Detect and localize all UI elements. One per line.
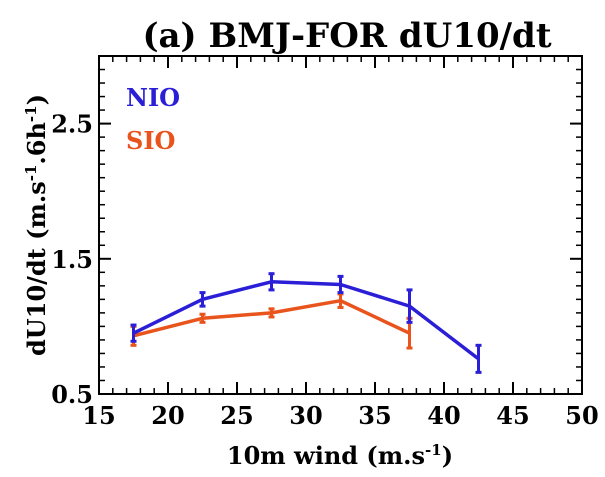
y-tick-label: 2.5 <box>51 110 93 139</box>
x-tick-label: 20 <box>151 401 184 430</box>
x-tick-label: 40 <box>427 401 460 430</box>
plot-frame <box>98 55 583 395</box>
y-axis-label-sup2: -1 <box>22 105 40 122</box>
legend-entry-nio: NIO <box>126 83 180 112</box>
legend: NIO SIO <box>126 83 180 155</box>
x-tick-label: 50 <box>565 401 598 430</box>
y-axis-label-mid: .6h <box>22 122 51 165</box>
x-tick-label: 35 <box>358 401 391 430</box>
legend-entry-sio: SIO <box>126 126 175 155</box>
x-tick-label: 25 <box>220 401 253 430</box>
x-axis-label-end: ) <box>442 441 453 470</box>
y-axis-label-sup1: -1 <box>22 165 40 182</box>
x-tick-label: 15 <box>82 401 115 430</box>
y-axis-label-main: dU10/dt (m.s <box>22 181 51 356</box>
y-axis-label: dU10/dt (m.s-1.6h-1) <box>22 94 51 356</box>
chart-title: (a) BMJ-FOR dU10/dt <box>142 16 551 56</box>
series-line-nio <box>132 280 480 361</box>
x-axis-label: 10m wind (m.s-1) <box>227 441 453 470</box>
x-axis-ticks: 15 20 25 30 35 40 45 50 <box>82 56 599 430</box>
x-tick-label: 30 <box>289 401 322 430</box>
y-axis-ticks: 0.5 1.5 2.5 <box>51 55 582 409</box>
y-tick-label: 0.5 <box>51 380 93 409</box>
x-axis-label-main: 10m wind (m.s <box>227 441 425 470</box>
y-axis-label-end: ) <box>22 94 51 105</box>
series-layer <box>130 272 482 374</box>
y-tick-label: 1.5 <box>51 245 93 274</box>
x-tick-label: 45 <box>496 401 529 430</box>
x-axis-label-sup: -1 <box>425 441 442 459</box>
